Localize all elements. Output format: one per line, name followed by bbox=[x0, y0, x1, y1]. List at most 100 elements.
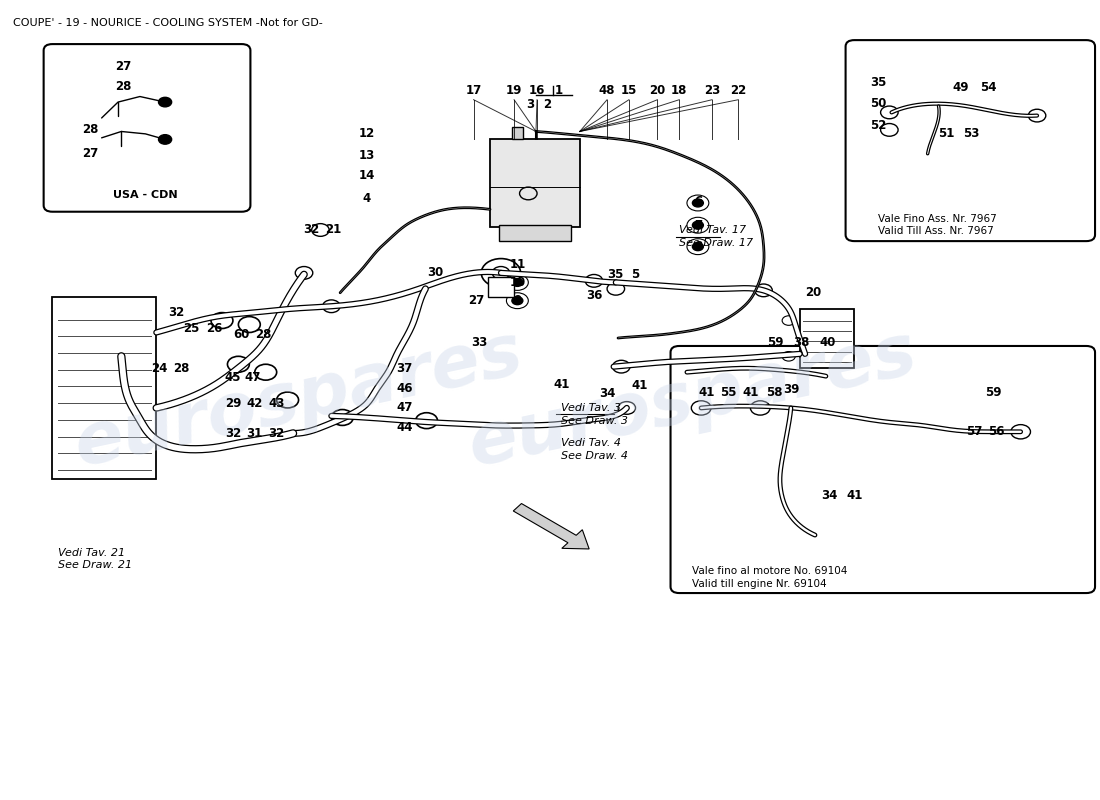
Text: 3: 3 bbox=[527, 98, 535, 111]
Text: 40: 40 bbox=[820, 336, 836, 350]
Text: 14: 14 bbox=[359, 170, 375, 182]
Text: 4: 4 bbox=[362, 192, 371, 205]
Text: 21: 21 bbox=[326, 223, 342, 237]
Text: 6: 6 bbox=[694, 195, 702, 208]
Text: Vedi Tav. 4: Vedi Tav. 4 bbox=[561, 438, 621, 448]
Text: 32: 32 bbox=[268, 427, 285, 440]
Circle shape bbox=[512, 297, 522, 305]
Text: 17: 17 bbox=[465, 84, 482, 97]
Text: 47: 47 bbox=[396, 402, 412, 414]
Text: 19: 19 bbox=[506, 84, 522, 97]
Bar bbox=[53, 297, 156, 479]
Text: USA - CDN: USA - CDN bbox=[113, 190, 178, 200]
Text: 53: 53 bbox=[964, 127, 980, 140]
FancyBboxPatch shape bbox=[671, 346, 1094, 593]
Text: 30: 30 bbox=[427, 266, 443, 279]
Text: eurospares: eurospares bbox=[68, 318, 529, 482]
FancyBboxPatch shape bbox=[44, 44, 251, 212]
Text: COUPE' - 19 - NOURICE - COOLING SYSTEM -Not for GD-: COUPE' - 19 - NOURICE - COOLING SYSTEM -… bbox=[13, 18, 323, 27]
Text: 60: 60 bbox=[233, 328, 250, 342]
Text: 43: 43 bbox=[268, 398, 285, 410]
Text: 59: 59 bbox=[984, 386, 1001, 398]
Text: eurospares: eurospares bbox=[462, 318, 923, 482]
Circle shape bbox=[512, 278, 522, 286]
Text: 54: 54 bbox=[980, 82, 997, 94]
Text: 34: 34 bbox=[821, 489, 837, 502]
Text: 32: 32 bbox=[168, 306, 184, 319]
Text: 27: 27 bbox=[82, 147, 99, 160]
Text: Valid Till Ass. Nr. 7967: Valid Till Ass. Nr. 7967 bbox=[879, 226, 994, 236]
Text: See Draw. 17: See Draw. 17 bbox=[680, 238, 754, 248]
Text: 27: 27 bbox=[468, 294, 484, 307]
Text: 29: 29 bbox=[224, 398, 241, 410]
Text: 36: 36 bbox=[586, 289, 602, 302]
Text: 49: 49 bbox=[953, 82, 969, 94]
Text: 47: 47 bbox=[244, 371, 261, 384]
Text: 52: 52 bbox=[870, 119, 887, 133]
Text: 25: 25 bbox=[184, 322, 199, 335]
Text: 28: 28 bbox=[116, 80, 132, 93]
Text: Valid till engine Nr. 69104: Valid till engine Nr. 69104 bbox=[692, 579, 827, 589]
Text: 41: 41 bbox=[698, 386, 715, 398]
Text: 8: 8 bbox=[694, 240, 702, 253]
Text: 31: 31 bbox=[246, 427, 263, 440]
Circle shape bbox=[158, 134, 172, 144]
Text: 28: 28 bbox=[255, 328, 272, 342]
Text: 41: 41 bbox=[553, 378, 570, 390]
Circle shape bbox=[692, 242, 703, 250]
Text: 20: 20 bbox=[804, 286, 821, 299]
Text: 32: 32 bbox=[224, 427, 241, 440]
Text: 9: 9 bbox=[514, 294, 521, 307]
Text: 20: 20 bbox=[649, 84, 666, 97]
Text: 50: 50 bbox=[870, 97, 887, 110]
Text: 48: 48 bbox=[598, 84, 615, 97]
Text: 32: 32 bbox=[304, 223, 320, 237]
Text: 10: 10 bbox=[509, 276, 526, 289]
Text: 41: 41 bbox=[631, 379, 648, 392]
Text: 33: 33 bbox=[471, 336, 487, 350]
Text: Vedi Tav. 17: Vedi Tav. 17 bbox=[680, 225, 747, 235]
Text: 27: 27 bbox=[116, 60, 132, 73]
Text: 11: 11 bbox=[509, 258, 526, 271]
Bar bbox=[498, 226, 571, 241]
Text: 15: 15 bbox=[620, 84, 637, 97]
Text: 18: 18 bbox=[671, 84, 688, 97]
Text: 46: 46 bbox=[396, 382, 412, 394]
Text: 58: 58 bbox=[767, 386, 783, 398]
Text: 41: 41 bbox=[846, 489, 862, 502]
Text: 2: 2 bbox=[542, 98, 551, 111]
Bar bbox=[800, 309, 855, 368]
Text: 42: 42 bbox=[246, 398, 263, 410]
Text: 56: 56 bbox=[988, 426, 1004, 438]
Circle shape bbox=[158, 98, 172, 107]
Text: Vale fino al motore No. 69104: Vale fino al motore No. 69104 bbox=[692, 566, 848, 576]
Text: 59: 59 bbox=[768, 336, 784, 350]
Text: Vale Fino Ass. Nr. 7967: Vale Fino Ass. Nr. 7967 bbox=[879, 214, 998, 224]
Text: 13: 13 bbox=[359, 149, 374, 162]
Text: 51: 51 bbox=[938, 127, 955, 140]
Bar bbox=[512, 126, 522, 139]
Text: 28: 28 bbox=[174, 362, 189, 374]
Text: Vedi Tav. 21: Vedi Tav. 21 bbox=[58, 547, 125, 558]
Text: See Draw. 21: See Draw. 21 bbox=[58, 560, 132, 570]
Text: See Draw. 3: See Draw. 3 bbox=[561, 416, 628, 426]
Text: 35: 35 bbox=[870, 76, 887, 89]
Circle shape bbox=[692, 222, 703, 229]
Text: Vedi Tav. 3: Vedi Tav. 3 bbox=[561, 403, 621, 413]
Text: 44: 44 bbox=[396, 422, 412, 434]
Text: 23: 23 bbox=[704, 84, 720, 97]
Text: 39: 39 bbox=[783, 383, 799, 396]
Text: 38: 38 bbox=[793, 336, 810, 350]
FancyArrow shape bbox=[514, 503, 590, 549]
Text: 5: 5 bbox=[631, 268, 640, 281]
Text: 28: 28 bbox=[82, 123, 99, 136]
Text: 26: 26 bbox=[206, 322, 222, 335]
Text: 45: 45 bbox=[224, 371, 241, 384]
Text: 34: 34 bbox=[598, 387, 615, 400]
Text: 16: 16 bbox=[529, 84, 546, 97]
Text: 12: 12 bbox=[359, 126, 374, 139]
Text: 24: 24 bbox=[152, 362, 168, 374]
Bar bbox=[490, 139, 580, 227]
Text: 1: 1 bbox=[554, 84, 563, 97]
Text: 37: 37 bbox=[397, 362, 412, 374]
